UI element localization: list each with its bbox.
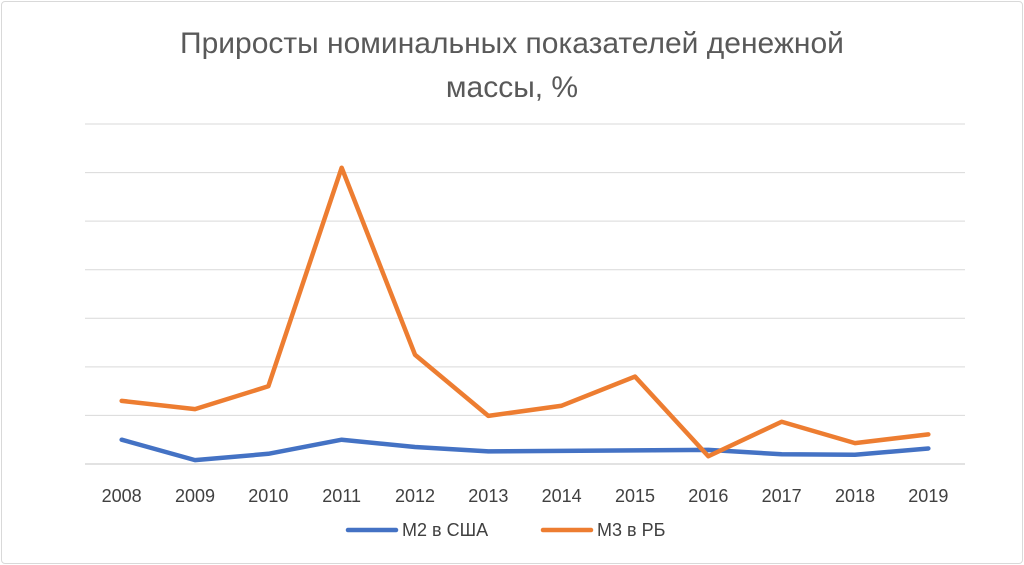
x-tick-label: 2013 — [468, 486, 508, 506]
chart-title: Приросты номинальных показателей денежно… — [0, 22, 1024, 110]
x-tick-label: 2015 — [615, 486, 655, 506]
x-tick-label: 2019 — [908, 486, 948, 506]
legend-label-2: M3 в РБ — [597, 520, 665, 540]
series-lines — [119, 165, 931, 463]
x-tick-label: 2018 — [835, 486, 875, 506]
x-tick-label: 2008 — [102, 486, 142, 506]
x-tick-label: 2017 — [762, 486, 802, 506]
x-tick-label: 2009 — [175, 486, 215, 506]
chart-title-line-2: массы, % — [445, 71, 579, 104]
series-line-1 — [119, 437, 931, 463]
gridlines — [85, 123, 965, 465]
x-axis-ticks: 2008 2009 2010 2011 2012 2013 2014 2015 2016 2017… — [102, 486, 949, 506]
x-tick-label: 2016 — [688, 486, 728, 506]
x-tick-label: 2010 — [248, 486, 288, 506]
x-tick-label: 2012 — [395, 486, 435, 506]
legend: M2 в США M3 в РБ — [345, 520, 665, 540]
x-tick-label: 2014 — [542, 486, 582, 506]
x-tick-label: 2011 — [322, 486, 361, 506]
chart-title-line-1: Приросты номинальных показателей денежно… — [180, 27, 844, 60]
series-line-2 — [119, 165, 931, 459]
legend-label-1: M2 в США — [402, 520, 488, 540]
